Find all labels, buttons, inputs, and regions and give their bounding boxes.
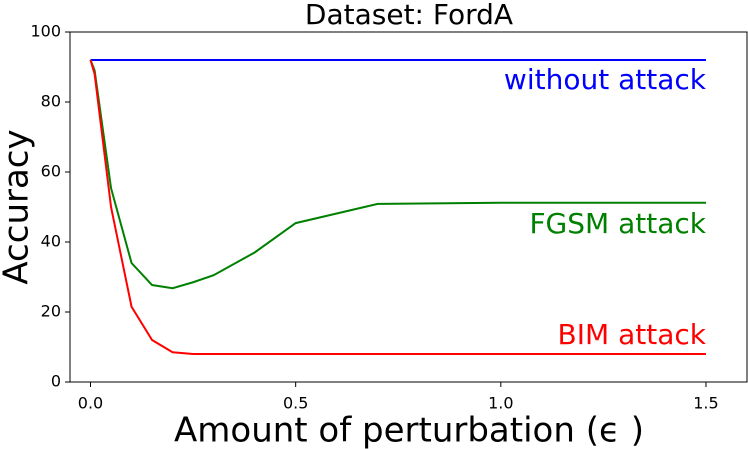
- x-tick-label: 0.0: [78, 394, 103, 413]
- series-label: BIM attack: [558, 318, 707, 351]
- chart-title: Dataset: FordA: [305, 0, 513, 31]
- x-axis-label: Amount of perturbation (ϵ ): [174, 411, 644, 449]
- x-tick-label: 1.5: [693, 394, 718, 413]
- x-tick-label: 1.0: [488, 394, 513, 413]
- series-label: FGSM attack: [529, 207, 706, 240]
- y-tick-label: 0: [51, 372, 61, 391]
- x-tick-label: 0.5: [283, 394, 308, 413]
- y-tick-label: 80: [41, 92, 61, 111]
- series-line: [89, 59, 706, 355]
- y-tick-label: 100: [30, 22, 61, 41]
- y-tick-label: 20: [41, 302, 61, 321]
- series-label: without attack: [504, 63, 707, 96]
- plot-frame: [69, 31, 748, 383]
- y-tick-label: 60: [41, 162, 61, 181]
- y-axis-label: Accuracy: [0, 129, 37, 284]
- y-tick-label: 40: [41, 232, 61, 251]
- series-line: [89, 59, 706, 290]
